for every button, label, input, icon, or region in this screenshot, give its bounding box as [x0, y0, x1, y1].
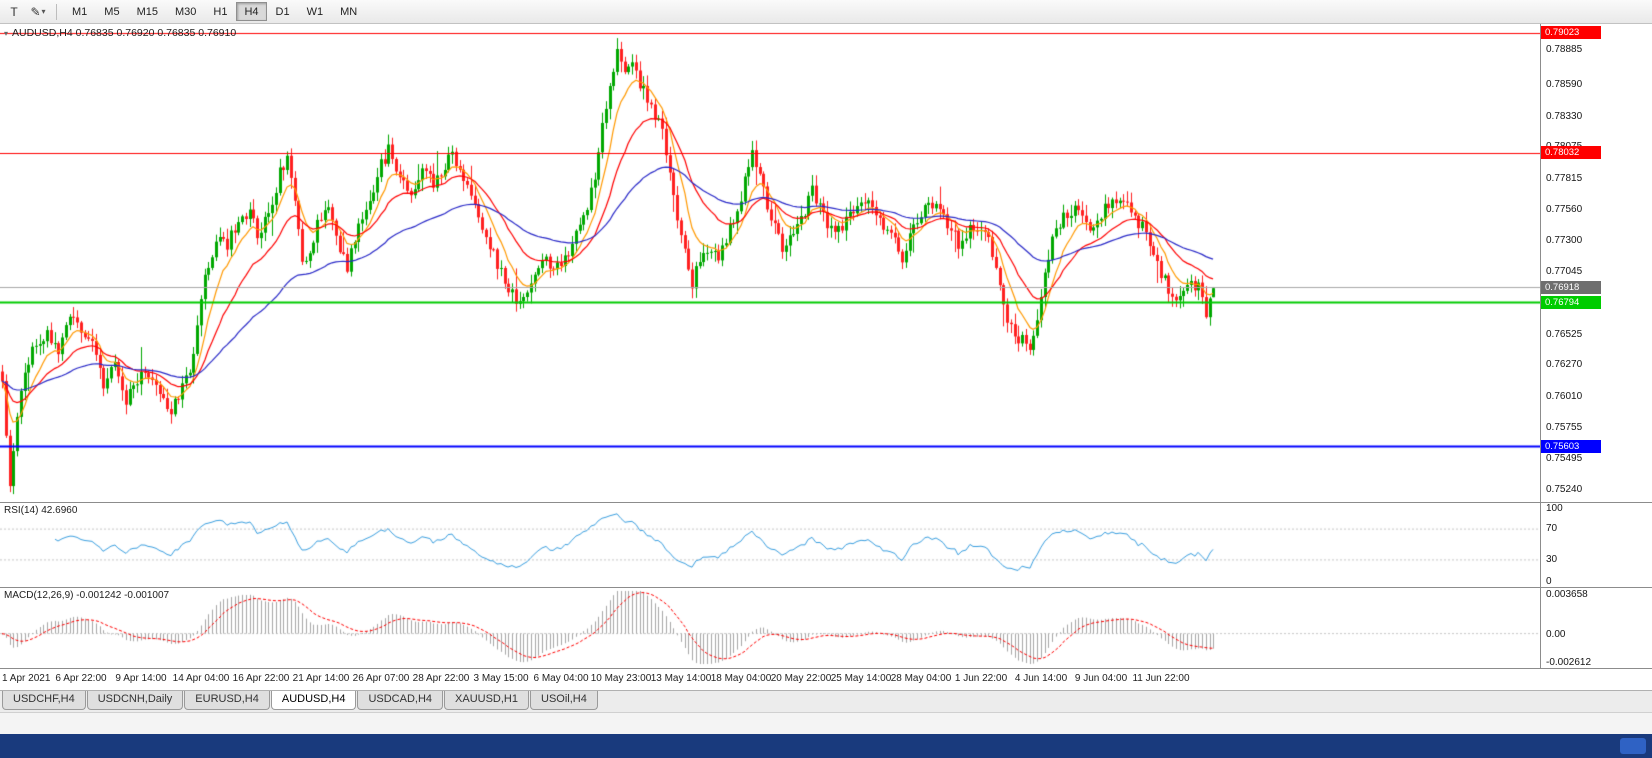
- rsi-axis-tick: 100: [1546, 503, 1563, 514]
- status-widget: [1620, 738, 1646, 754]
- price-axis-tick: 0.75240: [1546, 483, 1583, 495]
- timeframe-group: M1 M5 M15 M30 H1 H4 D1 W1 MN: [64, 2, 365, 21]
- macd-axis-tick: 0.003658: [1546, 589, 1588, 600]
- macd-label: MACD(12,26,9) -0.001242 -0.001007: [4, 590, 170, 601]
- macd-panel-separator: [0, 587, 1652, 588]
- time-axis-label: 11 Jun 22:00: [1132, 673, 1190, 684]
- rsi-panel-separator: [0, 502, 1652, 503]
- timeframe-button-m30[interactable]: M30: [167, 2, 204, 21]
- drawing-tool-button[interactable]: ✎ ▾: [27, 2, 49, 22]
- chart-tab-usdcad-h4[interactable]: USDCAD,H4: [357, 691, 444, 710]
- text-tool-icon: T: [10, 4, 18, 19]
- time-axis-label: 28 Apr 22:00: [412, 673, 470, 684]
- price-axis-tick: 0.75755: [1546, 421, 1583, 433]
- timeframe-button-m1[interactable]: M1: [64, 2, 95, 21]
- chart-tab-bar: USDCHF,H4 USDCNH,Daily EURUSD,H4 AUDUSD,H4 U…: [0, 690, 1652, 712]
- price-axis-tick: 0.76010: [1546, 390, 1583, 402]
- macd-axis-tick: -0.002612: [1546, 657, 1592, 668]
- chevron-down-icon: ▾: [41, 7, 46, 16]
- price-axis-tick: 0.77045: [1546, 265, 1583, 277]
- price-axis-tick: 0.78590: [1546, 79, 1583, 91]
- price-level-badge: 0.78032: [1541, 146, 1601, 160]
- time-axis-label: 25 May 14:00: [830, 673, 892, 684]
- price-level-badge: 0.79023: [1541, 26, 1601, 40]
- rsi-axis-tick: 30: [1546, 553, 1558, 565]
- timeframe-button-h1[interactable]: H1: [205, 2, 235, 21]
- time-axis-label: 3 May 15:00: [473, 673, 529, 684]
- time-axis-label: 21 Apr 14:00: [292, 673, 350, 684]
- price-axis-tick: 0.78330: [1546, 110, 1583, 122]
- time-axis-label: 28 May 04:00: [890, 673, 952, 684]
- time-axis-label: 6 Apr 22:00: [55, 673, 107, 684]
- timeframe-button-m15[interactable]: M15: [129, 2, 166, 21]
- toolbar: T ✎ ▾ M1 M5 M15 M30 H1 H4 D1 W1 MN: [0, 0, 1652, 24]
- price-axis-tick: 0.77815: [1546, 172, 1583, 184]
- rsi-axis-tick: 70: [1546, 523, 1558, 535]
- toolbar-separator: [56, 3, 57, 20]
- price-axis-tick: 0.76270: [1546, 359, 1583, 371]
- time-axis-label: 4 Jun 14:00: [1014, 673, 1068, 684]
- timeframe-button-h4[interactable]: H4: [236, 2, 267, 21]
- rsi-axis-tick: 0: [1546, 576, 1552, 587]
- horizontal-scrollbar[interactable]: [0, 712, 1652, 734]
- time-axis-label: 20 May 22:00: [770, 673, 832, 684]
- text-tool-button[interactable]: T: [3, 2, 25, 22]
- chart-tab-usdcnh-daily[interactable]: USDCNH,Daily: [86, 691, 184, 710]
- status-bar: [0, 734, 1652, 758]
- chart-tab-usoil-h4[interactable]: USOil,H4: [530, 691, 598, 710]
- time-axis-label: 9 Apr 14:00: [115, 673, 167, 684]
- price-axis-tick: 0.76525: [1546, 328, 1583, 340]
- timeframe-button-d1[interactable]: D1: [268, 2, 298, 21]
- price-chart-canvas[interactable]: [0, 24, 1540, 668]
- chart-tab-eurusd-h4[interactable]: EURUSD,H4: [184, 691, 270, 710]
- bid-price-badge: 0.76918: [1541, 280, 1601, 294]
- chart-tab-xauusd-h1[interactable]: XAUUSD,H1: [444, 691, 529, 710]
- time-axis-label: 14 Apr 04:00: [172, 673, 230, 684]
- time-axis-label: 9 Jun 04:00: [1074, 673, 1128, 684]
- timeframe-button-mn[interactable]: MN: [332, 2, 365, 21]
- symbol-marker-icon: ▾: [4, 28, 9, 38]
- chart-area: ▾ AUDUSD,H4 0.76835 0.76920 0.76835 0.76…: [0, 24, 1652, 690]
- time-axis-label: 26 Apr 07:00: [352, 673, 410, 684]
- price-axis-separator: [1540, 24, 1541, 690]
- time-axis-label: 1 Jun 22:00: [954, 673, 1008, 684]
- price-axis-tick: 0.78885: [1546, 43, 1583, 55]
- timeframe-button-w1[interactable]: W1: [299, 2, 332, 21]
- time-axis-label: 16 Apr 22:00: [232, 673, 290, 684]
- macd-axis-tick: 0.00: [1546, 628, 1566, 640]
- time-axis-label: 13 May 14:00: [650, 673, 712, 684]
- rsi-label: RSI(14) 42.6960: [4, 505, 78, 516]
- price-level-badge: 0.76794: [1541, 295, 1601, 309]
- chart-tab-audusd-h4[interactable]: AUDUSD,H4: [270, 691, 357, 710]
- time-axis-label: 18 May 04:00: [710, 673, 772, 684]
- symbol-ohlc-text: AUDUSD,H4 0.76835 0.76920 0.76835 0.7691…: [12, 27, 237, 39]
- time-axis-label: 6 May 04:00: [533, 673, 589, 684]
- timeframe-button-m5[interactable]: M5: [96, 2, 127, 21]
- price-axis-tick: 0.77560: [1546, 203, 1583, 215]
- time-axis-label: 10 May 23:00: [590, 673, 652, 684]
- price-level-badge: 0.75603: [1541, 439, 1601, 453]
- time-axis: 1 Apr 2021 6 Apr 22:00 9 Apr 14:00 14 Apr 0…: [0, 668, 1652, 690]
- chart-tab-usdchf-h4[interactable]: USDCHF,H4: [2, 691, 86, 710]
- pencil-icon: ✎: [30, 4, 41, 19]
- price-axis-tick: 0.77300: [1546, 235, 1583, 247]
- price-axis-tick: 0.75495: [1546, 453, 1583, 465]
- symbol-ohlc-label: ▾ AUDUSD,H4 0.76835 0.76920 0.76835 0.76…: [4, 27, 236, 39]
- time-axis-label: 1 Apr 2021: [2, 673, 51, 684]
